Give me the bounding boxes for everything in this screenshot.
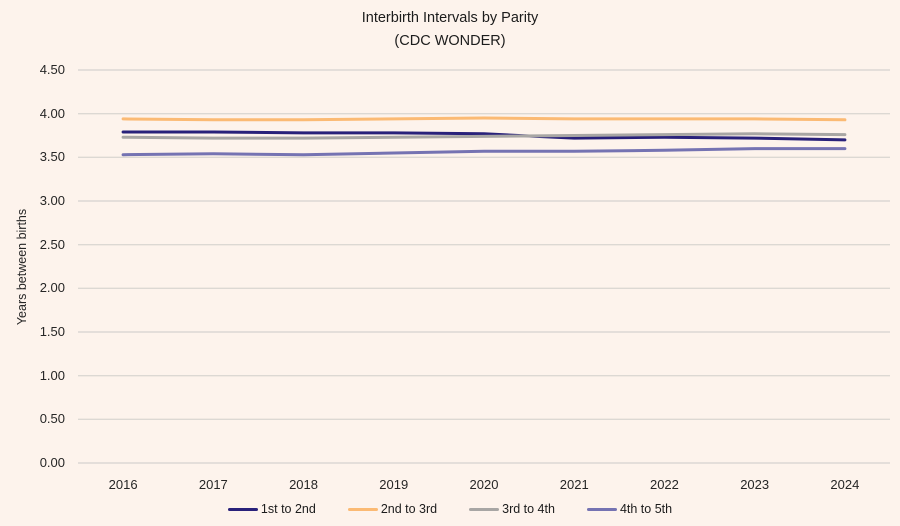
legend-swatch-icon [469, 507, 500, 511]
x-tick-label: 2023 [740, 477, 770, 492]
x-tick-label: 2020 [469, 477, 499, 492]
x-tick-label: 2019 [379, 477, 409, 492]
legend-item: 2nd to 3rd [347, 502, 438, 516]
legend-label: 3rd to 4th [502, 502, 555, 516]
series-line-2 [121, 132, 847, 140]
x-tick-label: 2022 [649, 477, 679, 492]
y-tick-label: 1.00 [39, 367, 65, 383]
legend-item: 1st to 2nd [227, 502, 316, 516]
x-tick-label: 2017 [198, 477, 228, 492]
series-line-0 [121, 130, 847, 142]
x-tick-label: 2016 [108, 477, 138, 492]
chart-title-line2: (CDC WONDER) [394, 33, 506, 49]
y-axis-title: Years between births [15, 208, 29, 326]
x-tick-label: 2024 [830, 477, 860, 492]
legend: 1st to 2nd 2nd to 3rd 3rd to 4th 4th to 5th [0, 502, 900, 516]
y-tick-label: 4.00 [39, 105, 65, 121]
chart-title: Interbirth Intervals by Parity (CDC WOND… [0, 7, 900, 53]
y-tick-label: 3.50 [39, 149, 65, 165]
series-line-3 [121, 147, 847, 157]
chart-title-line1: Interbirth Intervals by Parity [361, 10, 539, 26]
y-tick-label: 0.00 [39, 455, 65, 470]
y-tick-label: 2.50 [39, 236, 65, 252]
y-tick-label: 1.50 [39, 324, 65, 339]
legend-item: 4th to 5th [586, 502, 673, 516]
legend-swatch-icon [347, 507, 378, 511]
x-tick-label: 2018 [289, 477, 318, 492]
y-tick-label: 2.00 [39, 280, 65, 296]
legend-label: 1st to 2nd [260, 502, 316, 516]
legend-item: 3rd to 4th [469, 502, 555, 516]
legend-swatch-icon [227, 507, 258, 511]
legend-label: 4th to 5th [619, 502, 673, 516]
y-tick-label: 0.50 [39, 411, 65, 427]
legend-label: 2nd to 3rd [380, 502, 438, 516]
legend-swatch-icon [586, 507, 617, 511]
plot-area [78, 69, 890, 464]
x-tick-label: 2021 [559, 477, 589, 492]
y-tick-label: 3.00 [39, 193, 65, 208]
y-tick-label: 4.50 [39, 62, 65, 77]
series-line-1 [121, 116, 847, 122]
